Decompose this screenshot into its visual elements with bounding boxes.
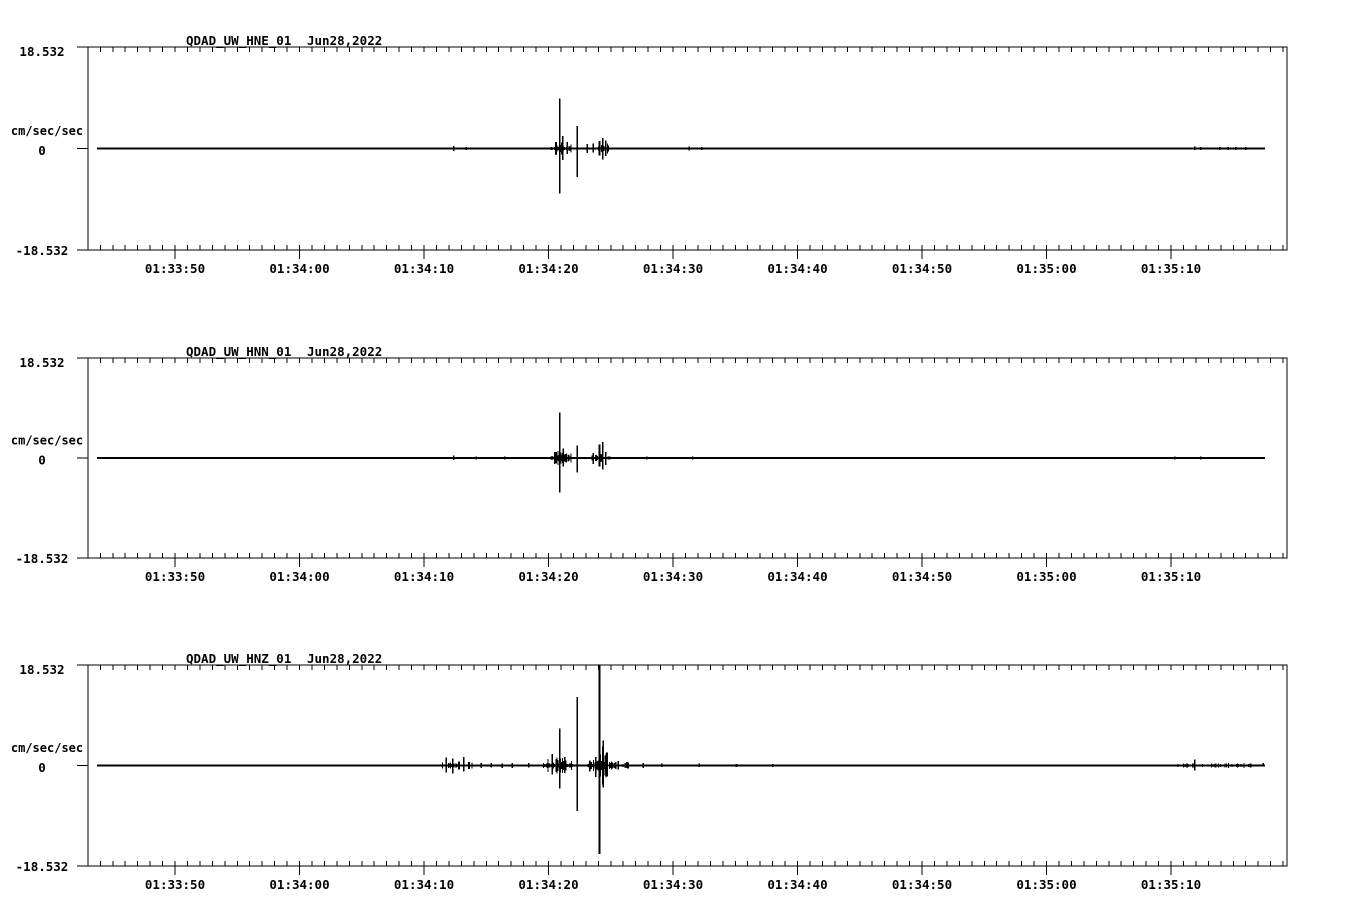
x-tick-label: 01:34:50 [892,261,952,276]
x-tick-label: 01:34:00 [269,261,329,276]
y-axis-unit-label: cm/sec/sec [11,741,83,755]
y-tick-label: 0 [38,143,46,158]
y-tick-label: 0 [38,453,46,468]
y-axis-unit-label: cm/sec/sec [11,124,83,138]
x-tick-label: 01:34:10 [394,261,454,276]
x-tick-label: 01:34:30 [643,569,703,584]
x-tick-label: 01:33:50 [145,261,205,276]
x-tick-label: 01:35:10 [1141,261,1201,276]
y-axis-unit-label: cm/sec/sec [11,434,83,448]
x-tick-label: 01:34:50 [892,569,952,584]
x-tick-label: 01:34:40 [767,261,827,276]
x-tick-label: 01:35:00 [1016,877,1076,892]
x-tick-label: 01:33:50 [145,569,205,584]
x-tick-label: 01:33:50 [145,877,205,892]
seismogram-panel-qdad_uw_hnz_01: QDAD_UW_HNZ_01 Jun28,2022 18.532 0 -18.532 cm… [11,651,1288,892]
y-tick-label: -18.532 [16,243,69,258]
y-tick-label: -18.532 [16,551,69,566]
trace-spikes [453,98,1247,194]
seismogram-panel-qdad_uw_hne_01: QDAD_UW_HNE_01 Jun28,2022 18.532 0 -18.532 cm… [11,33,1288,276]
x-tick-label: 01:34:20 [518,877,578,892]
y-tick-label: 18.532 [19,44,64,59]
y-tick-label: 18.532 [19,662,64,677]
x-tick-label: 01:34:00 [269,877,329,892]
trace-spikes [453,412,1202,493]
x-tick-label: 01:34:20 [518,569,578,584]
x-tick-label: 01:34:10 [394,569,454,584]
minor-ticks [99,665,1284,866]
x-tick-label: 01:35:00 [1016,569,1076,584]
x-tick-label: 01:34:20 [518,261,578,276]
trace-spikes [445,665,1264,854]
x-tick-label: 01:35:00 [1016,261,1076,276]
panel-title: QDAD_UW_HNE_01 [186,33,291,49]
x-tick-label: 01:34:10 [394,877,454,892]
x-tick-label: 01:34:00 [269,569,329,584]
x-tick-label: 01:34:30 [643,261,703,276]
panel-date: Jun28,2022 [307,651,382,666]
y-tick-label: -18.532 [16,859,69,874]
x-tick-label: 01:34:40 [767,877,827,892]
panel-date: Jun28,2022 [307,344,382,359]
x-tick-label: 01:35:10 [1141,877,1201,892]
x-tick-label: 01:34:40 [767,569,827,584]
panel-date: Jun28,2022 [307,33,382,48]
panel-title: QDAD_UW_HNZ_01 [186,651,291,667]
y-tick-label: 18.532 [19,355,64,370]
y-tick-label: 0 [38,760,46,775]
seismogram-panel-qdad_uw_hnn_01: QDAD_UW_HNN_01 Jun28,2022 18.532 0 -18.532 cm… [11,344,1288,584]
panel-title: QDAD_UW_HNN_01 [186,344,291,360]
x-tick-label: 01:34:50 [892,877,952,892]
x-tick-label: 01:34:30 [643,877,703,892]
x-tick-label: 01:35:10 [1141,569,1201,584]
